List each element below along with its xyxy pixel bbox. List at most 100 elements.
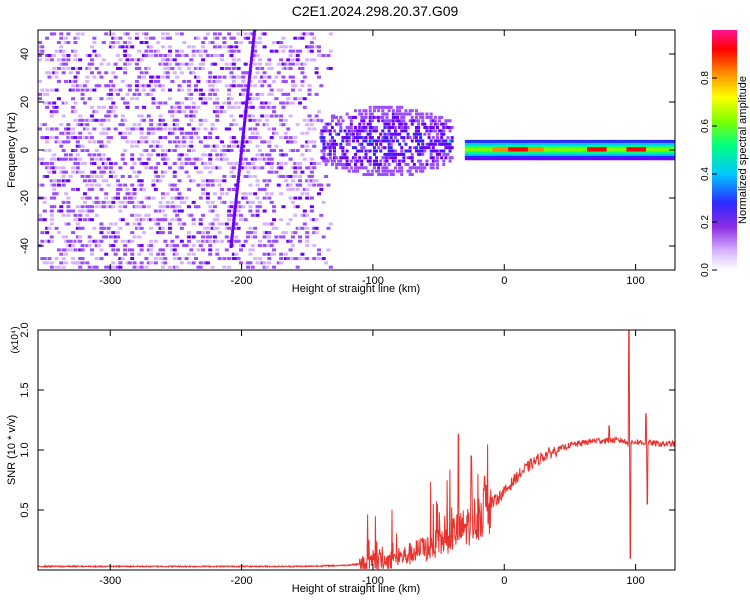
- heatmap-cell: [104, 166, 109, 170]
- heatmap-cell: [360, 162, 364, 166]
- heatmap-cell: [594, 155, 598, 159]
- heatmap-cell: [569, 142, 573, 146]
- heatmap-cell: [391, 122, 395, 126]
- heatmap-cell: [49, 209, 54, 213]
- heatmap-cell: [496, 148, 500, 152]
- heatmap-cell: [153, 49, 158, 53]
- heatmap-cell: [255, 131, 260, 135]
- heatmap-cell: [620, 139, 624, 143]
- heatmap-cell: [474, 150, 478, 154]
- heatmap-cell: [231, 174, 236, 178]
- heatmap-cell: [288, 114, 293, 118]
- heatmap-cell: [134, 174, 139, 178]
- heatmap-cell: [238, 92, 243, 96]
- heatmap-cell: [59, 123, 64, 127]
- heatmap-cell: [521, 148, 525, 152]
- heatmap-cell: [541, 146, 545, 150]
- heatmap-cell: [56, 140, 61, 144]
- heatmap-cell: [276, 162, 281, 165]
- heatmap-cell: [113, 114, 118, 118]
- heatmap-cell: [448, 139, 452, 143]
- heatmap-cell: [177, 105, 182, 109]
- heatmap-cell: [281, 36, 286, 40]
- heatmap-cell: [446, 152, 450, 156]
- heatmap-cell: [557, 157, 561, 161]
- heatmap-cell: [245, 96, 249, 101]
- heatmap-cell: [319, 187, 324, 191]
- heatmap-cell: [208, 131, 213, 135]
- heatmap-cell: [332, 159, 336, 163]
- heatmap-cell: [205, 166, 210, 170]
- heatmap-cell: [474, 144, 478, 148]
- heatmap-cell: [264, 114, 269, 118]
- heatmap-cell: [404, 162, 408, 166]
- heatmap-cell: [42, 92, 47, 96]
- heatmap-cell: [316, 183, 321, 187]
- heatmap-cell: [508, 139, 512, 143]
- heatmap-cell: [172, 244, 177, 248]
- heatmap-cell: [616, 139, 620, 143]
- heatmap-cell: [655, 146, 659, 150]
- heatmap-cell: [366, 122, 370, 126]
- heatmap-cell: [262, 75, 267, 79]
- heatmap-cell: [118, 45, 123, 49]
- heatmap-cell: [573, 144, 577, 148]
- heatmap-cell: [636, 144, 640, 148]
- heatmap-cell: [448, 146, 452, 150]
- heatmap-cell: [142, 118, 147, 122]
- heatmap-cell: [80, 261, 85, 265]
- heatmap-cell: [260, 101, 265, 105]
- heatmap-cell: [345, 162, 349, 166]
- heatmap-cell: [594, 150, 598, 154]
- heatmap-cell: [125, 105, 130, 109]
- heatmap-cell: [149, 144, 154, 148]
- heatmap-cell: [61, 149, 66, 153]
- heatmap-cell: [539, 148, 543, 152]
- heatmap-cell: [379, 173, 383, 177]
- heatmap-cell: [253, 30, 257, 32]
- heatmap-cell: [75, 123, 80, 127]
- heatmap-cell: [328, 265, 333, 269]
- heatmap-cell: [464, 148, 468, 152]
- heatmap-cell: [260, 32, 265, 36]
- heatmap-cell: [385, 115, 389, 119]
- heatmap-cell: [144, 71, 149, 75]
- heatmap-cell: [257, 79, 262, 83]
- heatmap-cell: [272, 205, 277, 209]
- heatmap-cell: [470, 142, 474, 146]
- heatmap-cell: [137, 213, 142, 217]
- heatmap-cell: [186, 105, 191, 109]
- heatmap-cell: [80, 170, 85, 174]
- heatmap-cell: [87, 136, 92, 140]
- heatmap-cell: [661, 146, 665, 150]
- heatmap-cell: [87, 153, 92, 157]
- heatmap-cell: [257, 105, 262, 109]
- heatmap-cell: [123, 252, 128, 256]
- heatmap-cell: [118, 36, 123, 40]
- heatmap-cell: [217, 257, 222, 261]
- heatmap-cell: [600, 152, 604, 156]
- heatmap-cell: [657, 152, 661, 156]
- heatmap-cell: [444, 152, 448, 156]
- heatmap-cell: [40, 218, 45, 222]
- heatmap-cell: [177, 144, 182, 148]
- heatmap-cell: [622, 152, 626, 156]
- heatmap-cell: [120, 136, 125, 140]
- heatmap-cell: [379, 132, 383, 136]
- heatmap-cell: [168, 231, 173, 235]
- heatmap-cell: [618, 150, 622, 154]
- heatmap-cell: [71, 136, 76, 140]
- heatmap-cell: [168, 149, 173, 153]
- heatmap-cell: [108, 110, 113, 114]
- heatmap-cell: [302, 32, 307, 36]
- heatmap-cell: [267, 257, 272, 261]
- heatmap-cell: [253, 127, 258, 131]
- heatmap-cell: [400, 119, 404, 123]
- heatmap-cell: [518, 152, 522, 156]
- heatmap-cell: [283, 252, 288, 256]
- heatmap-cell: [417, 142, 421, 146]
- heatmap-cell: [537, 148, 541, 152]
- heatmap-cell: [82, 84, 87, 88]
- heatmap-cell: [543, 139, 547, 143]
- heatmap-cell: [442, 162, 446, 166]
